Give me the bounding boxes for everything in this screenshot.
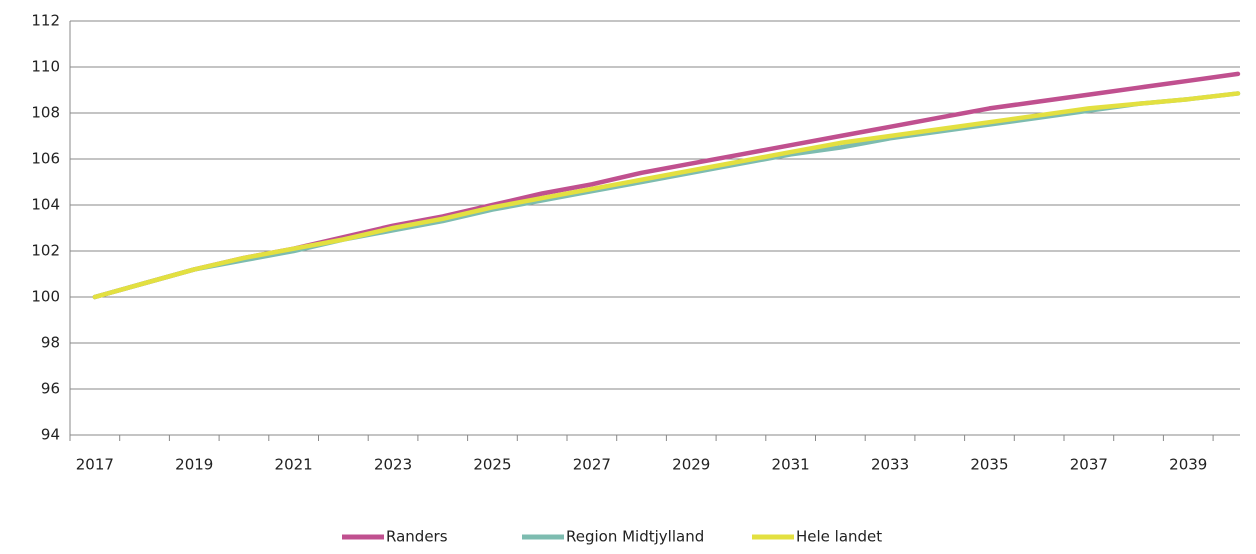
x-tick-label: 2025 xyxy=(473,456,511,474)
y-tick-label: 102 xyxy=(31,242,60,260)
x-tick-label: 2019 xyxy=(175,456,213,474)
x-tick-label: 2029 xyxy=(672,456,710,474)
y-tick-label: 94 xyxy=(41,426,60,444)
line xyxy=(92,91,1241,300)
y-tick-label: 108 xyxy=(31,104,60,122)
y-tick-label: 110 xyxy=(31,58,60,76)
line xyxy=(92,91,1241,300)
line xyxy=(92,71,1241,300)
y-tick-label: 104 xyxy=(31,196,60,214)
x-tick-label: 2033 xyxy=(871,456,909,474)
x-tick-label: 2031 xyxy=(772,456,810,474)
x-tick-label: 2017 xyxy=(76,456,114,474)
legend-label: Randers xyxy=(386,528,448,546)
legend-label: Region Midtjylland xyxy=(566,528,704,546)
legend-label: Hele landet xyxy=(796,528,882,546)
y-tick-label: 100 xyxy=(31,288,60,306)
y-tick-label: 98 xyxy=(41,334,60,352)
x-tick-label: 2021 xyxy=(275,456,313,474)
x-tick-label: 2037 xyxy=(1070,456,1108,474)
y-tick-label: 112 xyxy=(31,12,60,30)
x-tick-label: 2023 xyxy=(374,456,412,474)
y-tick-label: 106 xyxy=(31,150,60,168)
y-tick-label: 96 xyxy=(41,380,60,398)
x-tick-label: 2035 xyxy=(970,456,1008,474)
x-tick-label: 2039 xyxy=(1169,456,1207,474)
x-tick-label: 2027 xyxy=(573,456,611,474)
